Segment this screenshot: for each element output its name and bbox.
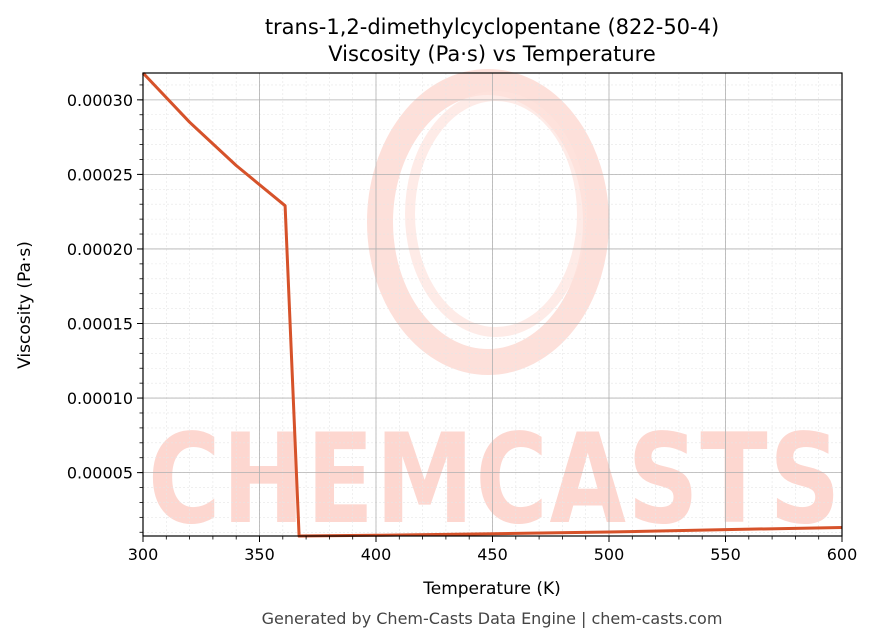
y-tick-label: 0.00030 — [67, 91, 133, 110]
watermark: CHEMCASTS — [148, 69, 842, 552]
x-tick-label: 400 — [361, 545, 392, 564]
x-tick-label: 600 — [827, 545, 858, 564]
x-axis-label: Temperature (K) — [422, 579, 561, 599]
x-tick-label: 300 — [128, 545, 159, 564]
y-axis-label: Viscosity (Pa·s) — [15, 241, 35, 369]
x-tick-label: 500 — [594, 545, 625, 564]
y-tick-label: 0.00025 — [67, 165, 133, 184]
x-tick-label: 350 — [244, 545, 275, 564]
watermark-swirl-icon — [367, 69, 609, 375]
chart-subtitle: Viscosity (Pa·s) vs Temperature — [328, 42, 656, 66]
footer-credit: Generated by Chem-Casts Data Engine | ch… — [262, 609, 723, 628]
axis-ticks: 300 350 400 450 500 550 600 0.00005 0.00010 0.000… — [67, 84, 858, 564]
y-tick-label: 0.00015 — [67, 315, 133, 334]
x-tick-label: 450 — [477, 545, 508, 564]
y-tick-label: 0.00010 — [67, 389, 133, 408]
x-tick-label: 550 — [710, 545, 741, 564]
y-tick-label: 0.00005 — [67, 464, 133, 483]
chart-title: trans-1,2-dimethylcyclopentane (822-50-4… — [265, 15, 719, 39]
y-tick-label: 0.00020 — [67, 240, 133, 259]
watermark-text: CHEMCASTS — [148, 408, 842, 552]
